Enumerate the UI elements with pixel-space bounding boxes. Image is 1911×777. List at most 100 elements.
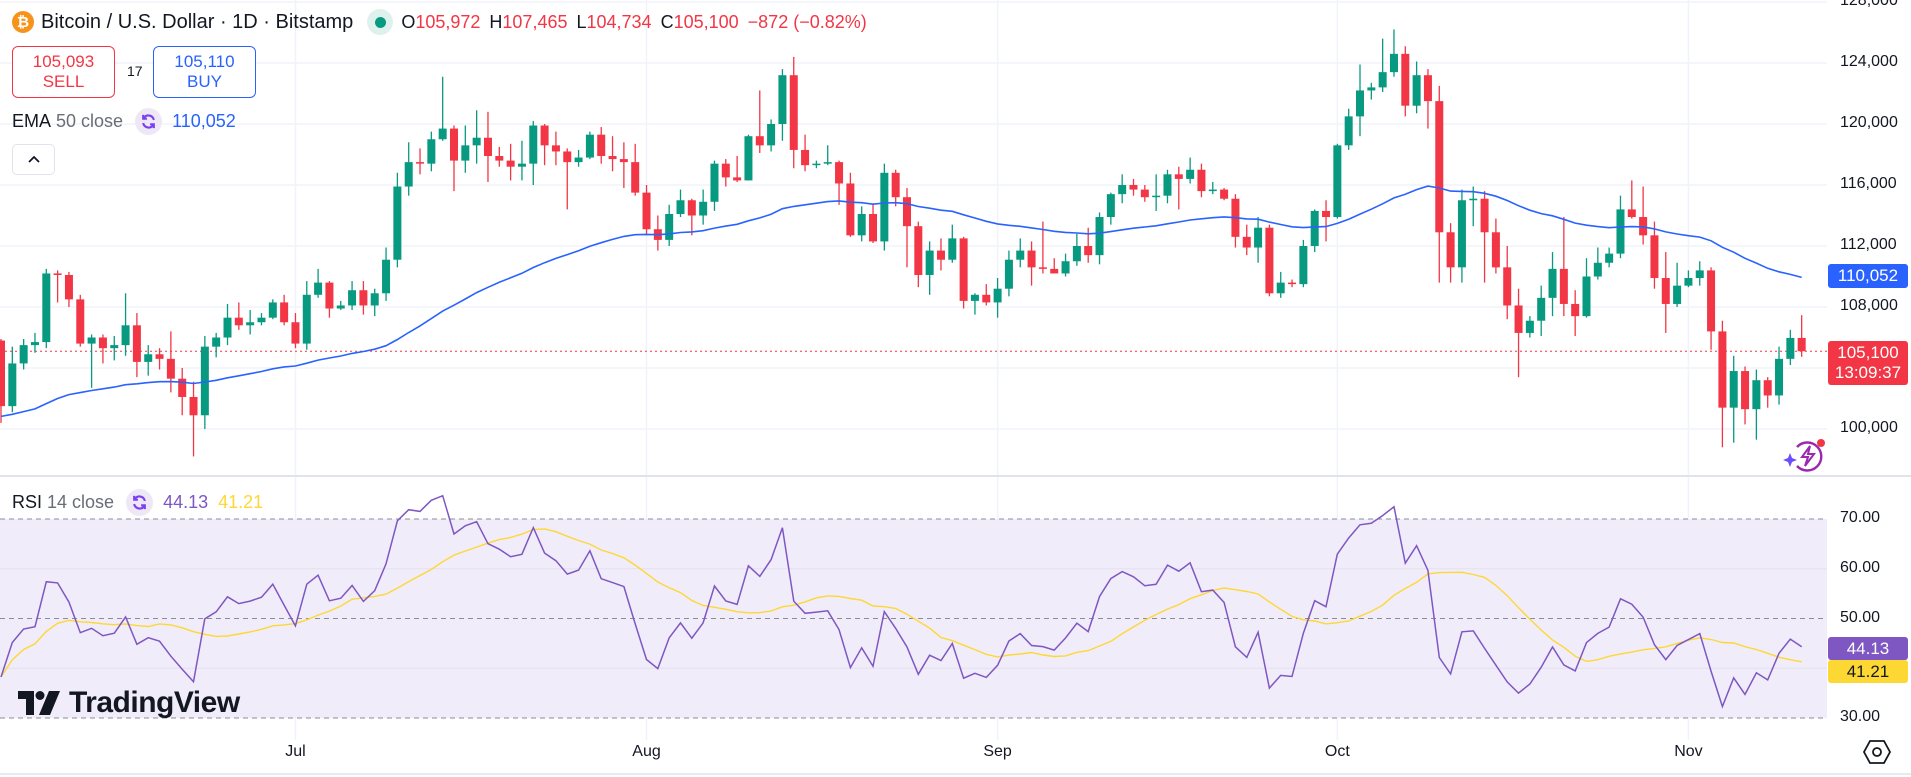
candle xyxy=(110,335,119,361)
candle xyxy=(1718,320,1727,448)
candle xyxy=(1605,247,1614,268)
candle-body xyxy=(563,151,572,163)
candle-body xyxy=(1763,380,1772,396)
candle xyxy=(925,241,934,295)
candle-body xyxy=(1480,198,1489,233)
candle xyxy=(87,334,96,388)
candle xyxy=(461,125,470,173)
candle-body xyxy=(982,294,991,303)
buy-button[interactable]: 105,110 BUY xyxy=(153,46,256,98)
candle-body xyxy=(53,273,62,275)
candle xyxy=(1265,224,1274,297)
candle xyxy=(687,198,696,236)
ema-legend[interactable]: EMA 50 close 110,052 xyxy=(12,108,236,135)
candle-body xyxy=(472,137,481,146)
candle xyxy=(551,131,560,166)
tradingview-logo[interactable]: TradingView xyxy=(18,686,240,720)
candle xyxy=(1106,192,1115,225)
candle-body xyxy=(1163,174,1172,196)
sync-icon[interactable] xyxy=(135,108,163,135)
candle-body xyxy=(823,162,832,164)
candle-body xyxy=(1084,246,1093,256)
candle xyxy=(348,281,357,311)
candle-body xyxy=(212,337,221,347)
candle xyxy=(257,313,266,326)
candle-body xyxy=(1322,210,1331,218)
candle xyxy=(812,160,821,169)
candle xyxy=(506,143,515,181)
buy-price: 105,110 xyxy=(174,52,235,71)
candle-body xyxy=(733,177,742,181)
sell-button[interactable]: 105,093 SELL xyxy=(12,46,115,98)
low-label: L xyxy=(576,11,587,32)
candle xyxy=(1741,366,1750,425)
candle-body xyxy=(416,162,425,164)
candle-body xyxy=(993,288,1002,303)
candle-body xyxy=(1367,87,1376,91)
candle-body xyxy=(914,226,923,275)
candle-body xyxy=(767,124,776,146)
candle xyxy=(1129,178,1138,196)
candle xyxy=(1072,233,1081,266)
rsi-name: RSI xyxy=(12,492,43,512)
symbol-title[interactable]: Bitcoin / U.S. Dollar · 1D · Bitstamp xyxy=(41,10,354,33)
candle-body xyxy=(246,322,255,326)
candle xyxy=(1322,200,1331,242)
candle-body xyxy=(1118,185,1127,195)
sync-icon[interactable] xyxy=(126,489,154,516)
candle xyxy=(959,236,968,309)
candle xyxy=(314,268,323,298)
candle xyxy=(1661,252,1670,333)
candle-body xyxy=(144,354,153,362)
candle-body xyxy=(1299,246,1308,285)
candle xyxy=(1197,163,1206,198)
candle-body xyxy=(132,325,141,362)
candle xyxy=(891,169,900,207)
tradingview-logo-icon xyxy=(18,691,60,715)
ema-price-tag: 110,052 xyxy=(1828,264,1908,288)
candle xyxy=(778,69,787,141)
candle xyxy=(1152,174,1161,211)
candle-body xyxy=(970,294,979,301)
candle-body xyxy=(438,128,447,140)
candle xyxy=(619,142,628,189)
candle xyxy=(1763,377,1772,408)
candle xyxy=(970,293,979,315)
candle xyxy=(1650,221,1659,289)
price-axis-label: 128,000 xyxy=(1840,0,1898,9)
candle-body xyxy=(1582,276,1591,317)
candle xyxy=(1503,246,1512,320)
candle-body xyxy=(1265,227,1274,294)
candle-body xyxy=(1548,268,1557,298)
candle xyxy=(597,127,606,164)
candle xyxy=(642,185,651,236)
candle xyxy=(846,172,855,237)
candle-body xyxy=(98,337,107,349)
lightning-alert-icon[interactable] xyxy=(1783,437,1827,475)
candle xyxy=(1242,224,1251,256)
candle xyxy=(438,76,447,141)
candle-body xyxy=(200,346,209,416)
candle xyxy=(19,339,28,370)
candle xyxy=(993,278,1002,318)
time-axis-label: Sep xyxy=(983,743,1012,760)
candle xyxy=(789,56,798,169)
candle-body xyxy=(903,197,911,227)
price-axis-label: 112,000 xyxy=(1840,236,1897,253)
settings-gear-icon[interactable] xyxy=(1862,738,1892,766)
candle xyxy=(1061,253,1070,277)
candle-body xyxy=(1729,371,1738,408)
candle xyxy=(472,110,481,164)
candle xyxy=(64,271,73,307)
candle-body xyxy=(268,302,277,318)
candle xyxy=(1582,258,1591,318)
candle-body xyxy=(19,345,28,364)
rsi-legend[interactable]: RSI 14 close 44.13 41.21 xyxy=(12,489,263,516)
candle-body xyxy=(551,145,560,152)
collapse-legend-button[interactable] xyxy=(12,144,55,175)
candle-body xyxy=(1457,200,1466,268)
price-axis-label: 108,000 xyxy=(1840,297,1898,314)
candle xyxy=(857,206,866,242)
candle xyxy=(1412,61,1421,114)
